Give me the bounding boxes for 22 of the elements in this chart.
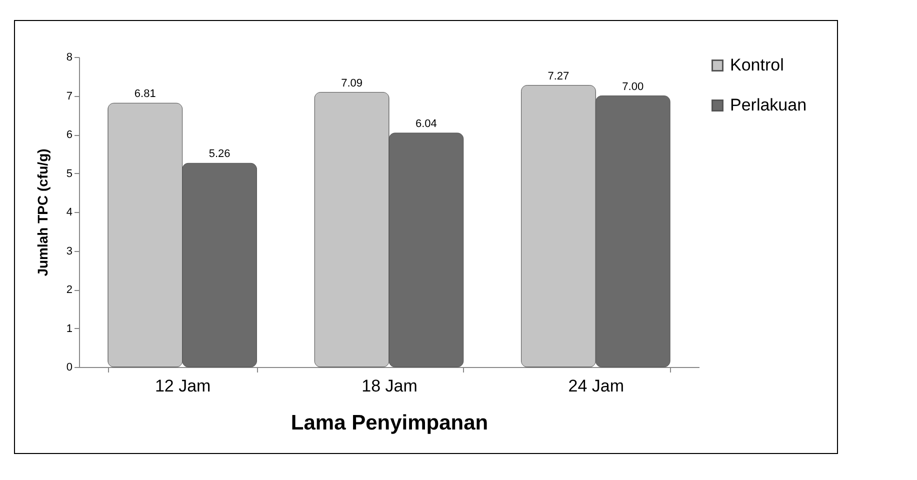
y-tick-label: 2 — [66, 284, 72, 296]
y-tick-label: 1 — [66, 322, 72, 335]
y-axis-title: Jumlah TPC (cfu/g) — [34, 148, 50, 276]
data-label: 7.00 — [622, 80, 644, 93]
x-tick-label: 24 Jam — [568, 376, 624, 396]
legend-label: Perlakuan — [730, 96, 807, 114]
x-tick-label: 12 Jam — [154, 376, 211, 396]
y-tick-label: 3 — [66, 245, 72, 258]
x-axis-title: Lama Penyimpanan — [290, 412, 488, 434]
y-tick-label: 8 — [66, 52, 72, 64]
x-tick-label: 18 Jam — [362, 376, 418, 396]
data-label: 5.26 — [208, 148, 230, 160]
y-tick-label: 6 — [66, 129, 72, 141]
y-tick-label: 7 — [66, 90, 72, 102]
y-tick-label: 0 — [66, 362, 72, 374]
data-label: 7.27 — [548, 70, 570, 82]
data-label: 7.09 — [341, 77, 363, 90]
y-tick-label: 4 — [66, 206, 72, 218]
data-label: 6.81 — [134, 88, 156, 100]
data-label: 6.04 — [415, 118, 437, 130]
legend-label: Kontrol — [730, 56, 784, 74]
y-tick-label: 5 — [66, 168, 72, 180]
